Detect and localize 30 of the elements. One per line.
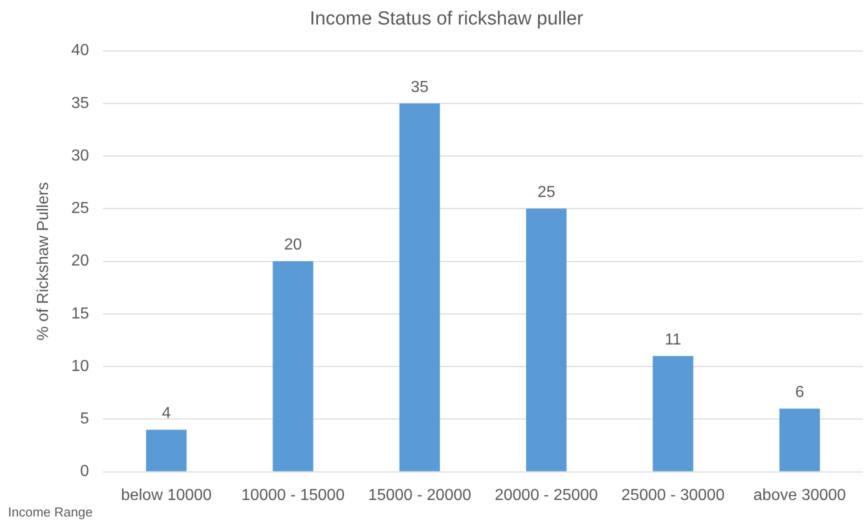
bar	[779, 408, 820, 472]
data-label: 25	[537, 184, 556, 202]
y-tick-label: 20	[71, 252, 90, 270]
bar	[526, 208, 567, 472]
y-tick-label: 0	[80, 463, 90, 480]
x-tick-label: 10000 - 15000	[241, 486, 345, 504]
bar	[146, 430, 187, 472]
y-tick-label: 25	[71, 200, 90, 218]
data-label: 35	[410, 78, 429, 96]
x-tick-label: 15000 - 20000	[368, 486, 472, 504]
y-tick-label: 40	[71, 42, 90, 60]
data-label: 20	[284, 236, 302, 254]
y-tick-label: 30	[71, 147, 90, 164]
data-label: 4	[162, 405, 171, 422]
y-tick-label: 15	[71, 305, 90, 322]
y-tick-label: 10	[71, 358, 90, 375]
x-tick-label: below 10000	[120, 486, 212, 504]
y-tick-label: 35	[71, 94, 90, 112]
y-tick-label: 5	[80, 410, 90, 428]
data-label: 6	[795, 384, 804, 402]
data-label: 11	[664, 331, 682, 348]
x-axis-title: Income Range	[8, 504, 93, 520]
bar	[652, 356, 694, 472]
bar	[399, 103, 440, 472]
x-tick-label: above 30000	[753, 486, 846, 504]
x-tick-label: 20000 - 25000	[494, 486, 598, 504]
y-axis-title: % of Rickshaw Pullers	[35, 182, 52, 340]
x-tick-label: 25000 - 30000	[621, 486, 725, 504]
bar	[272, 261, 314, 472]
chart-title: Income Status of rickshaw puller	[310, 8, 584, 30]
